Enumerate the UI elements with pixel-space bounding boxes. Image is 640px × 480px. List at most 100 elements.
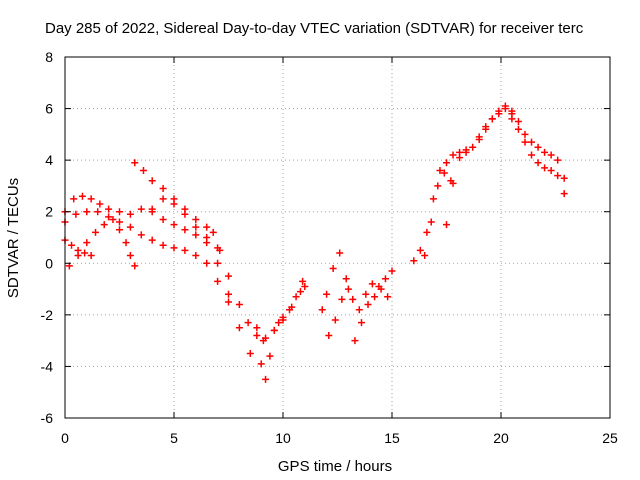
data-point [253,331,261,339]
data-point [423,228,431,236]
y-tick-label: 2 [45,204,53,220]
data-point [541,148,549,156]
data-point [475,133,483,141]
data-point [495,110,503,118]
data-point [318,306,326,314]
grid [65,57,610,418]
data-point [508,115,516,123]
data-points [61,102,568,383]
data-point [355,306,363,314]
data-point [434,182,442,190]
data-point [109,215,117,223]
data-point [292,293,300,301]
data-point [159,195,167,203]
data-point [410,257,418,265]
data-point [443,221,450,229]
data-point [72,210,80,218]
data-point [541,164,549,172]
data-point [78,192,86,200]
data-point [246,350,254,358]
y-tick-label: 6 [45,101,53,117]
data-point [192,252,200,260]
x-axis-label: GPS time / hours [278,458,392,475]
data-point [469,143,477,151]
data-point [338,295,346,303]
data-point [443,159,450,167]
axes: 0 5 10 15 20 25 -6 -4 -2 0 2 4 6 8 [41,49,618,446]
data-point [105,205,113,213]
series-track-g [148,195,222,252]
data-point [139,166,147,174]
data-point [301,282,309,290]
data-point [456,154,464,162]
data-point [547,151,555,159]
x-tick-label: 5 [170,430,178,446]
data-point [351,337,359,345]
data-point [214,259,222,267]
data-point [329,264,337,272]
data-point [299,277,307,285]
data-point [344,285,352,293]
data-point [416,246,424,254]
data-point [203,223,211,231]
data-point [257,360,265,368]
data-point [92,228,100,236]
data-point [87,252,95,260]
data-point [159,215,167,223]
data-point [159,241,167,249]
data-point [170,244,178,252]
data-point [105,213,113,221]
data-point [342,275,350,283]
data-point [148,205,156,213]
series-track-a [61,192,254,358]
data-point [262,334,270,342]
data-point [116,218,123,226]
data-point [440,169,448,177]
series-track-e [109,215,139,270]
data-point [262,375,270,383]
data-point [225,272,232,280]
data-point [83,239,91,247]
data-point [74,252,82,260]
series-track-k [318,285,392,345]
data-point [560,190,568,198]
data-point [436,166,444,174]
data-point [488,115,496,123]
y-tick-label: 4 [45,152,53,168]
data-point [534,143,542,151]
data-point [279,313,287,321]
data-point [514,125,522,133]
series-track-p [508,115,568,198]
data-point [288,303,296,311]
data-point [270,326,278,334]
data-point [296,288,304,296]
data-point [225,298,232,306]
x-tick-label: 15 [384,430,400,446]
data-point [116,226,123,234]
data-point [336,249,344,257]
data-point [68,241,76,249]
data-point [547,166,555,174]
data-point [521,138,529,146]
data-point [126,252,134,260]
data-point [331,316,339,324]
data-point [203,234,211,241]
data-point [275,319,283,327]
y-tick-label: 0 [45,255,53,271]
y-tick-label: -2 [41,307,54,323]
data-point [148,236,156,244]
series-track-o [475,102,568,182]
data-point [349,295,357,303]
data-point [170,200,178,208]
data-point [554,156,562,164]
data-point [325,331,333,339]
data-point [482,123,490,131]
data-point [427,218,435,226]
data-point [192,215,200,223]
data-point [253,324,261,332]
data-point [508,107,516,115]
data-point [137,231,145,239]
data-point [528,138,536,146]
data-point [244,319,252,327]
data-point [225,290,232,298]
